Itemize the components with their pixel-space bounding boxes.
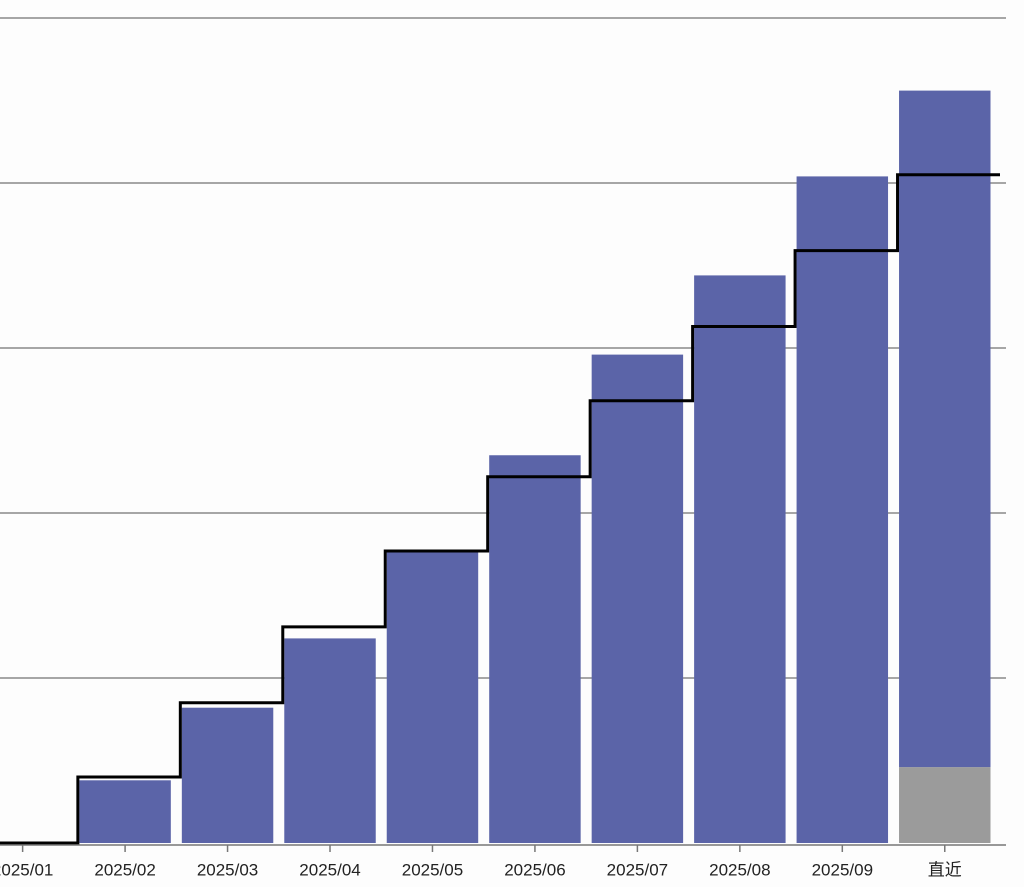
- bar: [489, 455, 581, 843]
- step-line: [0, 173, 1000, 845]
- bar: [899, 767, 991, 843]
- bar: [386, 550, 479, 843]
- x-tick-label: 2025/09: [812, 860, 873, 879]
- x-tick-label: 2025/04: [299, 860, 360, 879]
- bar: [79, 780, 171, 843]
- x-tick-label: 2025/06: [504, 860, 565, 879]
- bar: [899, 90, 991, 768]
- x-tick-label: 2025/01: [0, 860, 53, 879]
- bar: [591, 354, 684, 843]
- x-tick-label: 2025/08: [709, 860, 770, 879]
- bar: [694, 275, 786, 843]
- bar: [284, 638, 376, 843]
- bar: [796, 176, 889, 843]
- x-tick-label: 2025/03: [197, 860, 258, 879]
- x-tick-label: 2025/05: [402, 860, 463, 879]
- bar: [181, 707, 274, 843]
- x-tick-label: 2025/07: [607, 860, 668, 879]
- x-tick-label: 直近: [928, 860, 962, 879]
- x-tick-label: 2025/02: [94, 860, 155, 879]
